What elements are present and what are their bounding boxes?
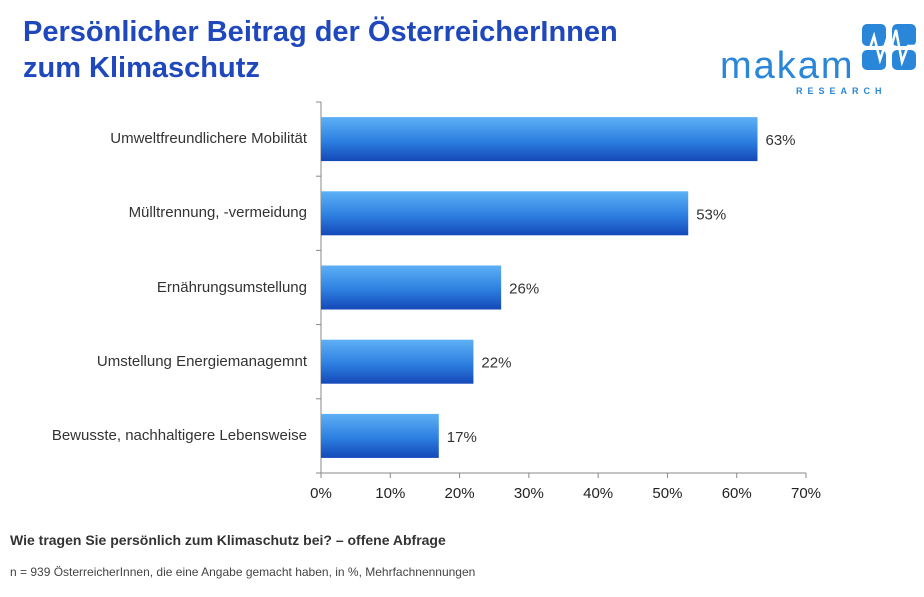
page-title-line-1: Persönlicher Beitrag der ÖsterreicherInn… [23, 16, 618, 48]
bar [321, 339, 474, 384]
sample-note: n = 939 ÖsterreicherInnen, die eine Anga… [10, 565, 476, 579]
bar [321, 191, 689, 236]
x-tick-label: 60% [722, 485, 752, 502]
bar [321, 117, 758, 162]
bar [321, 265, 502, 310]
logo-subtitle: RESEARCH [796, 86, 887, 96]
chart-plot-area: 0% 10% 20% 30% 40% 50% 60% 70% 63% 53% 26% 22% 17% [310, 101, 821, 502]
x-tick-label: 40% [583, 485, 613, 502]
bar-chart: 0% 10% 20% 30% 40% 50% 60% 70% 63% 53% 26% 22% 17% U… [51, 101, 821, 502]
page-title-line-2: zum Klimaschutz [23, 52, 260, 84]
data-label: 26% [509, 281, 539, 298]
category-label: Ernährungsumstellung [156, 278, 307, 296]
category-label: Mülltrennung, -vermeidung [128, 204, 307, 222]
data-label: 17% [447, 429, 477, 446]
page-title: Persönlicher Beitrag der ÖsterreicherInn… [23, 14, 703, 86]
category-label: Umweltfreundlichere Mobilität [110, 130, 307, 148]
x-tick-label: 70% [791, 485, 821, 502]
data-label: 53% [696, 206, 726, 223]
logo-wordmark: makam [720, 45, 855, 87]
category-label: Bewusste, nachhaltigere Lebensweise [51, 426, 307, 444]
heartbeat-icon [860, 24, 920, 70]
survey-question: Wie tragen Sie persönlich zum Klimaschut… [10, 532, 446, 548]
bar [321, 413, 439, 458]
x-tick-label: 50% [652, 485, 682, 502]
data-label: 22% [481, 355, 511, 372]
category-label: Umstellung Energiemanagemnt [96, 352, 307, 370]
data-label: 63% [766, 132, 796, 149]
x-tick-label: 10% [375, 485, 405, 502]
x-tick-label: 20% [445, 485, 475, 502]
x-tick-label: 30% [514, 485, 544, 502]
x-tick-label: 0% [310, 485, 332, 502]
brand-logo: makam RESEARCH [720, 22, 920, 100]
